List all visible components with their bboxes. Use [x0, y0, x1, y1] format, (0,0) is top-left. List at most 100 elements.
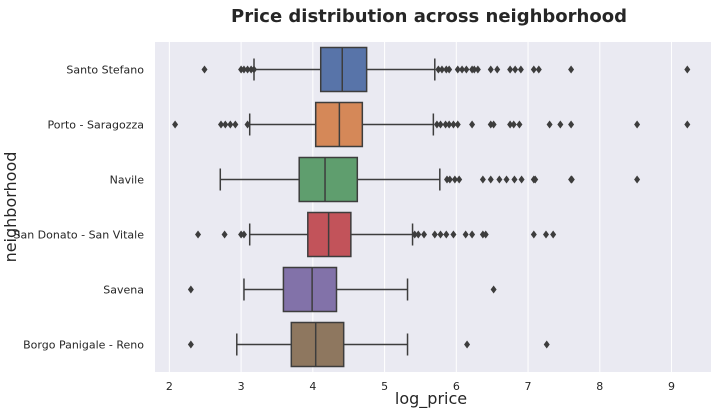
outlier-point [487, 65, 494, 74]
outlier-point [172, 120, 179, 129]
outlier-point [435, 65, 442, 74]
outlier-point [469, 120, 476, 129]
x-tick-label: 6 [453, 380, 460, 393]
outlier-point [251, 65, 258, 74]
outlier-point [456, 175, 463, 184]
outlier-point [684, 120, 691, 129]
outlier-point [568, 120, 575, 129]
outlier-point [227, 120, 234, 129]
y-category-label: Porto - Saragozza [48, 119, 145, 132]
outlier-point [222, 120, 229, 129]
outlier-point [496, 175, 503, 184]
outlier-point [542, 230, 549, 239]
outlier-point [240, 65, 247, 74]
iqr-box [282, 266, 338, 313]
outlier-point [221, 230, 228, 239]
outlier-point [518, 175, 525, 184]
outlier-point [550, 230, 557, 239]
outlier-point [442, 120, 449, 129]
gridlines [168, 42, 673, 372]
outlier-point [474, 65, 481, 74]
outlier-point [451, 175, 458, 184]
y-axis-label: neighborhood [1, 152, 20, 263]
outlier-point [479, 175, 486, 184]
chart-title: Price distribution across neighborhood [231, 6, 627, 27]
y-axis-categories: Santo Stefano Porto - Saragozza Navile San … [13, 64, 144, 352]
boxes-layer [172, 46, 691, 368]
box-group [219, 156, 641, 203]
outlier-point [415, 230, 422, 239]
box-group [187, 321, 550, 368]
outlier-point [187, 285, 194, 294]
iqr-box [290, 321, 345, 368]
outlier-point [446, 120, 453, 129]
y-category-label: San Donato - San Vitale [13, 229, 144, 242]
outlier-point [437, 120, 444, 129]
box-group [172, 101, 691, 148]
outlier-point [507, 120, 514, 129]
outlier-point [195, 230, 202, 239]
outlier-point [684, 65, 691, 74]
y-category-label: Santo Stefano [66, 64, 144, 77]
outlier-point [532, 175, 539, 184]
outlier-point [443, 230, 450, 239]
x-tick-label: 3 [238, 380, 245, 393]
outlier-point [530, 230, 537, 239]
outlier-point [634, 175, 641, 184]
outlier-point [411, 230, 418, 239]
outlier-point [454, 120, 461, 129]
outlier-point [511, 175, 518, 184]
outlier-point [510, 120, 517, 129]
outlier-point [512, 65, 519, 74]
outlier-point [535, 65, 542, 74]
x-tick-label: 7 [525, 380, 532, 393]
outlier-point [469, 230, 476, 239]
outlier-point [494, 65, 501, 74]
x-tick-label: 9 [668, 380, 675, 393]
outlier-point [507, 65, 514, 74]
outlier-point [446, 175, 453, 184]
outlier-point [568, 65, 575, 74]
outlier-point [240, 230, 247, 239]
outlier-point [490, 285, 497, 294]
box-group [201, 46, 691, 93]
x-tick-label: 2 [166, 380, 173, 393]
outlier-point [471, 65, 478, 74]
outlier-point [482, 230, 489, 239]
outlier-point [462, 230, 469, 239]
y-category-label: Savena [103, 284, 144, 297]
outlier-point [218, 120, 225, 129]
y-category-label: Navile [110, 174, 145, 187]
box-group [187, 266, 497, 313]
outlier-point [232, 120, 239, 129]
outlier-point [446, 65, 453, 74]
x-axis-ticks: 2 3 4 5 6 7 8 9 [166, 380, 675, 393]
iqr-box [298, 156, 359, 203]
outlier-point [244, 65, 251, 74]
outlier-point [464, 340, 471, 349]
outlier-point [546, 120, 553, 129]
x-tick-label: 5 [381, 380, 388, 393]
outlier-point [568, 175, 575, 184]
outlier-point [459, 65, 466, 74]
y-category-label: Borgo Panigale - Reno [23, 339, 144, 352]
outlier-point [244, 120, 251, 129]
outlier-point [437, 230, 444, 239]
outlier-point [450, 230, 457, 239]
outlier-point [487, 175, 494, 184]
outlier-point [634, 120, 641, 129]
outlier-point [187, 340, 194, 349]
outlier-point [490, 120, 497, 129]
outlier-point [433, 120, 440, 129]
outlier-point [516, 120, 523, 129]
outlier-point [557, 120, 564, 129]
outlier-point [431, 230, 438, 239]
plot-area [155, 42, 711, 372]
outlier-point [421, 230, 428, 239]
outlier-point [543, 340, 550, 349]
outlier-point [463, 65, 470, 74]
box-group [195, 211, 557, 258]
outlier-point [517, 65, 524, 74]
x-tick-label: 4 [309, 380, 316, 393]
outlier-point [530, 65, 537, 74]
